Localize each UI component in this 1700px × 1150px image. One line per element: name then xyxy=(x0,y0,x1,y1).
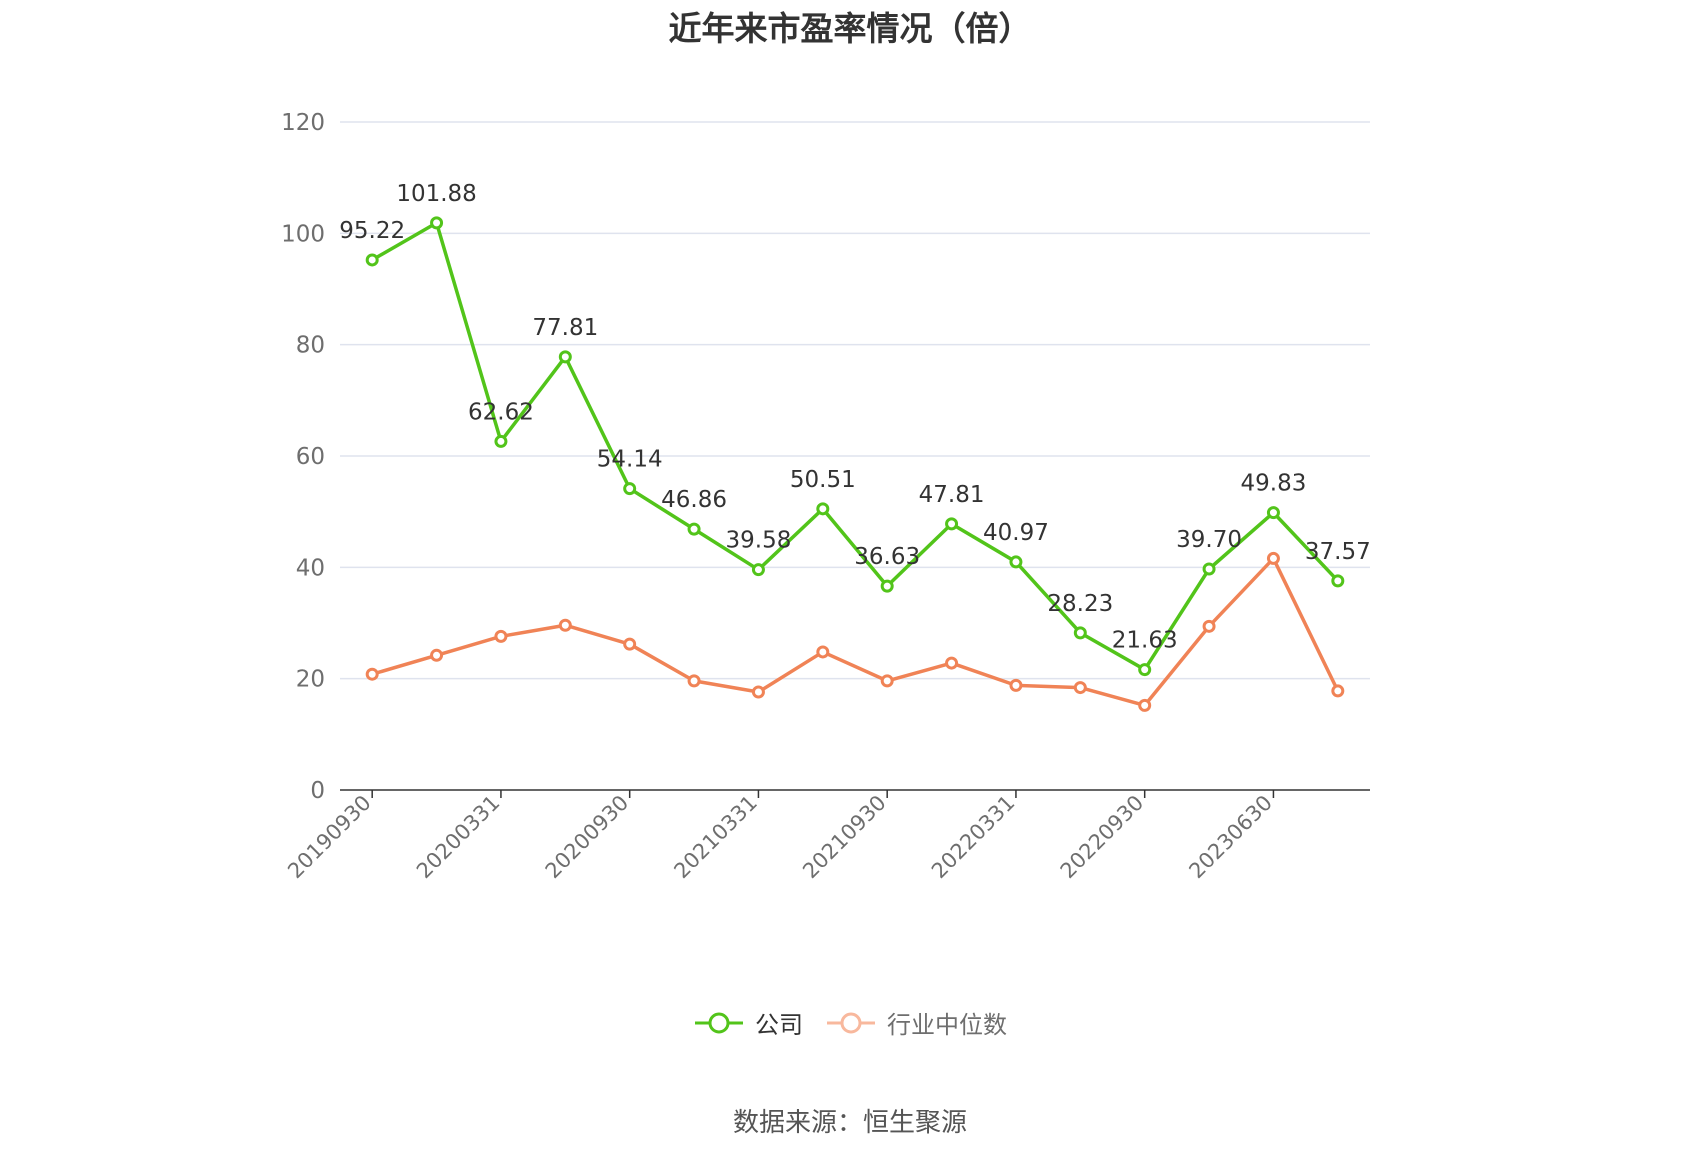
data-point-company xyxy=(1138,663,1152,677)
data-label-company: 62.62 xyxy=(468,399,534,425)
chart-legend: 公司 行业中位数 xyxy=(0,1005,1700,1040)
data-label-company: 95.22 xyxy=(339,218,405,244)
data-label-company: 54.14 xyxy=(597,447,663,473)
data-label-company: 50.51 xyxy=(790,467,856,493)
data-point-industry xyxy=(945,656,959,670)
x-tick-label: 20230630 xyxy=(1184,791,1277,884)
data-point-company xyxy=(1009,555,1023,569)
data-point-company xyxy=(430,216,444,230)
data-label-company: 49.83 xyxy=(1241,471,1307,497)
data-point-industry xyxy=(880,674,894,688)
legend-company-label: 公司 xyxy=(755,1011,803,1039)
legend-item-industry[interactable]: 行业中位数 xyxy=(825,1005,1007,1040)
y-tick-label: 40 xyxy=(296,555,325,581)
data-point-industry xyxy=(365,667,379,681)
data-point-industry xyxy=(623,637,637,651)
data-point-industry xyxy=(1331,684,1345,698)
data-label-company: 28.23 xyxy=(1047,591,1113,617)
data-point-industry xyxy=(751,685,765,699)
y-tick-label: 80 xyxy=(296,333,325,359)
x-tick-label: 20210930 xyxy=(798,791,891,884)
data-point-company xyxy=(687,522,701,536)
data-label-company: 21.63 xyxy=(1112,628,1178,654)
data-point-industry xyxy=(816,645,830,659)
y-tick-label: 60 xyxy=(296,444,325,470)
y-tick-label: 120 xyxy=(281,110,325,136)
series-line-industry xyxy=(371,556,1340,708)
data-point-industry xyxy=(1073,681,1087,695)
data-point-company xyxy=(880,579,894,593)
x-tick-label: 20220930 xyxy=(1056,791,1149,884)
data-label-company: 37.57 xyxy=(1305,539,1371,565)
data-point-industry xyxy=(1009,678,1023,692)
y-tick-label: 0 xyxy=(310,778,325,804)
data-label-company: 46.86 xyxy=(661,487,727,513)
y-tick-label: 20 xyxy=(296,667,325,693)
x-tick-label: 20200930 xyxy=(541,791,634,884)
x-tick-label: 20200331 xyxy=(412,791,505,884)
chart-title: 近年来市盈率情况（倍） xyxy=(668,9,1032,48)
data-label-company: 39.70 xyxy=(1176,527,1242,553)
data-point-company xyxy=(816,502,830,516)
data-point-industry xyxy=(1266,551,1280,565)
data-point-company xyxy=(494,434,508,448)
data-point-company xyxy=(365,253,379,267)
data-label-company: 39.58 xyxy=(726,528,792,554)
data-label-company: 101.88 xyxy=(396,181,476,207)
data-point-industry xyxy=(687,674,701,688)
data-point-company xyxy=(751,563,765,577)
x-tick-label: 20190930 xyxy=(283,791,376,884)
legend-industry-swatch-icon xyxy=(827,1012,875,1033)
data-point-industry xyxy=(430,648,444,662)
data-label-company: 77.81 xyxy=(532,315,598,341)
data-label-company: 47.81 xyxy=(919,482,985,508)
legend-company-swatch-icon xyxy=(695,1012,743,1033)
y-tick-label: 100 xyxy=(281,221,325,247)
data-point-industry xyxy=(558,618,572,632)
data-source-note: 数据来源：恒生聚源 xyxy=(732,1108,967,1138)
data-point-company xyxy=(1266,506,1280,520)
x-tick-label: 20210331 xyxy=(669,791,762,884)
legend-item-company[interactable]: 公司 xyxy=(693,1005,803,1040)
x-tick-label: 20220331 xyxy=(927,791,1020,884)
data-point-company xyxy=(945,517,959,531)
data-point-industry xyxy=(494,629,508,643)
data-label-company: 36.63 xyxy=(854,544,920,570)
data-point-industry xyxy=(1202,619,1216,633)
legend-industry-label: 行业中位数 xyxy=(887,1011,1007,1039)
data-point-company xyxy=(1073,626,1087,640)
data-point-industry xyxy=(1138,698,1152,712)
data-point-company xyxy=(623,482,637,496)
series-line-company xyxy=(371,221,1340,672)
data-point-company xyxy=(1331,574,1345,588)
data-point-company xyxy=(558,350,572,364)
data-point-company xyxy=(1202,562,1216,576)
data-label-company: 40.97 xyxy=(983,520,1049,546)
